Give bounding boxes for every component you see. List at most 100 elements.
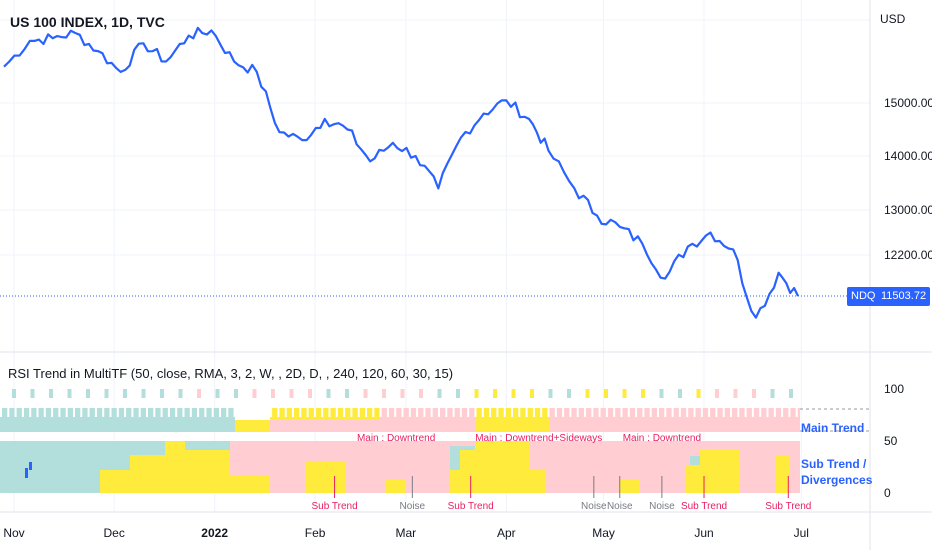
- band-tick: [80, 408, 83, 417]
- band-tick: [795, 408, 798, 417]
- band-tick: [627, 408, 630, 417]
- band-tick: [518, 408, 521, 417]
- band-tick: [613, 408, 616, 417]
- band-tick: [116, 408, 119, 417]
- band-tick: [569, 408, 572, 417]
- weekly-trend-dot: [67, 389, 72, 398]
- band-tick: [430, 408, 433, 417]
- weekly-trend-dot: [234, 389, 238, 398]
- band-tick: [43, 408, 46, 417]
- weekly-trend-dot: [271, 389, 275, 398]
- band-tick: [423, 408, 426, 417]
- band-tick: [598, 408, 601, 417]
- band-tick: [525, 408, 528, 417]
- band-tick: [554, 408, 557, 417]
- band-tick: [649, 408, 652, 417]
- band-tick: [386, 408, 389, 417]
- weekly-trend-dot: [178, 389, 183, 398]
- band-tick: [138, 408, 141, 417]
- weekly-trend-dot: [530, 389, 534, 398]
- band-tick: [270, 408, 273, 417]
- band-tick: [160, 408, 163, 417]
- band-tick: [379, 408, 382, 417]
- band-tick: [671, 408, 674, 417]
- main-trend-band-bear: [550, 408, 800, 432]
- band-tick: [292, 408, 294, 417]
- weekly-trend-dot: [345, 389, 349, 398]
- band-tick: [722, 408, 725, 417]
- band-tick: [343, 408, 346, 417]
- weekly-trend-dot: [437, 389, 442, 398]
- band-tick: [584, 408, 586, 417]
- main-trend-band-neutral: [235, 420, 270, 432]
- weekly-trend-dot: [548, 389, 553, 398]
- band-tick: [0, 408, 2, 417]
- band-tick: [489, 408, 492, 417]
- weekly-trend-dot: [678, 389, 682, 398]
- weekly-trend-dot: [585, 389, 590, 398]
- band-tick: [372, 408, 375, 417]
- sub-trend-block-neutral: [450, 470, 460, 493]
- x-tick-label: Nov: [3, 526, 24, 540]
- band-tick: [781, 408, 784, 417]
- sub-trend-annotation: Sub Trend: [681, 501, 727, 512]
- weekly-trend-dot: [86, 389, 90, 398]
- band-tick: [284, 408, 287, 417]
- sub-trend-block-neutral: [230, 475, 270, 493]
- weekly-trend-dot: [641, 389, 645, 398]
- weekly-trend-dot: [456, 389, 460, 398]
- weekly-trend-dot: [770, 389, 775, 398]
- sub-trend-annotation: Noise: [607, 501, 633, 512]
- x-tick-label: 2022: [201, 526, 228, 540]
- sub-trend-block-neutral: [460, 450, 475, 493]
- sub-trend-annotation: Noise: [649, 501, 675, 512]
- indicator-tick-label: 0: [884, 486, 891, 500]
- weekly-trend-dot: [382, 389, 386, 398]
- main-trend-label: Main Trend: [801, 421, 864, 435]
- sub-trend-label: Divergences: [801, 473, 873, 487]
- sub-trend-annotation: Sub Trend: [448, 501, 494, 512]
- band-tick: [182, 408, 185, 417]
- band-tick: [51, 408, 54, 417]
- weekly-trend-dot: [123, 389, 127, 398]
- band-tick: [416, 408, 419, 417]
- band-tick: [715, 408, 718, 417]
- band-tick: [321, 408, 324, 417]
- sub-trend-block-neutral: [530, 470, 545, 493]
- band-tick: [175, 408, 178, 417]
- sub-trend-annotation: Sub Trend: [311, 501, 357, 512]
- band-tick: [14, 408, 17, 417]
- band-tick: [189, 408, 192, 417]
- price-series-line: [3, 26, 799, 319]
- band-tick: [255, 408, 258, 417]
- sub-trend-block-neutral: [305, 462, 345, 493]
- y-tick-label: 14000.00: [884, 149, 932, 163]
- band-tick: [248, 408, 251, 417]
- band-tick: [591, 408, 594, 417]
- band-tick: [73, 408, 75, 417]
- band-tick: [350, 408, 353, 417]
- band-tick: [751, 408, 754, 417]
- sub-trend-block-neutral: [100, 470, 130, 493]
- sub-trend-block-neutral: [130, 455, 165, 493]
- sub-trend-block-neutral: [620, 480, 640, 493]
- weekly-trend-dot: [197, 389, 201, 398]
- band-tick: [36, 408, 39, 417]
- weekly-trend-dot: [567, 389, 571, 398]
- band-tick: [605, 408, 608, 417]
- band-tick: [532, 408, 535, 417]
- band-tick: [233, 408, 236, 417]
- band-tick: [459, 408, 462, 417]
- sub-trend-annotation: Noise: [581, 501, 607, 512]
- band-tick: [313, 408, 316, 417]
- band-tick: [131, 408, 134, 417]
- weekly-trend-dot: [419, 389, 423, 398]
- sub-trend-label: Sub Trend /: [801, 457, 867, 471]
- band-tick: [737, 408, 740, 417]
- main-trend-band-neutral: [270, 408, 380, 419]
- band-tick: [204, 408, 207, 417]
- band-tick: [146, 408, 148, 417]
- band-tick: [445, 408, 448, 417]
- band-tick: [306, 408, 309, 417]
